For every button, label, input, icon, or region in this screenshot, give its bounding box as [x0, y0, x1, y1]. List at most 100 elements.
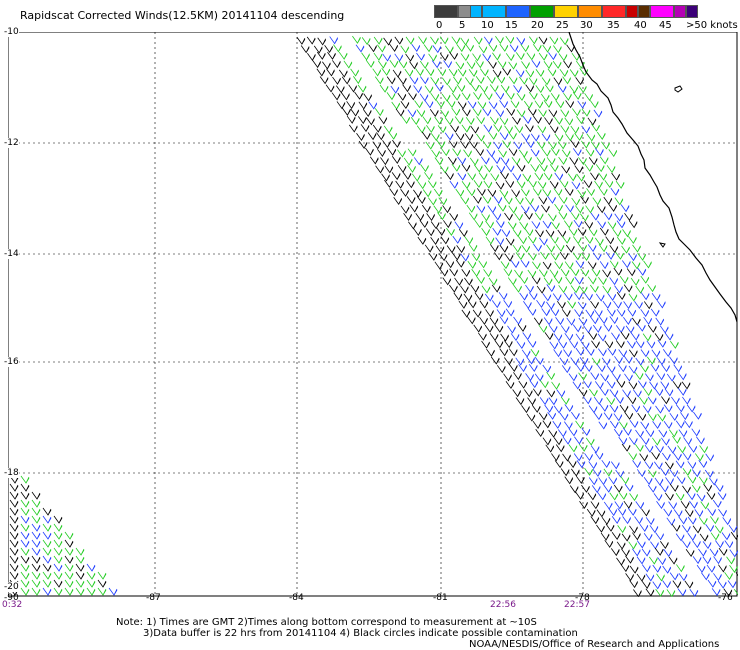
wind-barb — [599, 261, 609, 270]
wind-barb — [465, 117, 475, 126]
wind-barb — [654, 477, 664, 486]
wind-barb — [53, 587, 63, 596]
wind-barb — [430, 92, 440, 101]
wind-barb — [631, 261, 641, 270]
wind-barb — [97, 571, 107, 580]
wind-barb — [568, 428, 578, 437]
wind-barb — [472, 195, 482, 204]
wind-barb — [574, 276, 584, 285]
wind-barb — [391, 155, 401, 164]
wind-barb — [608, 149, 618, 158]
wind-barb — [669, 412, 679, 421]
wind-barb — [662, 580, 671, 589]
wind-barb — [561, 235, 571, 244]
wind-barb — [372, 68, 382, 77]
wind-barb — [587, 244, 597, 253]
wind-barb — [461, 268, 471, 277]
wind-barb — [668, 501, 677, 510]
wind-barb — [546, 301, 555, 310]
wind-barb — [596, 131, 606, 140]
wind-barb — [406, 196, 416, 205]
wind-barb — [518, 380, 528, 389]
wind-barb — [533, 317, 543, 326]
wind-barb — [436, 227, 446, 236]
wind-barb — [405, 53, 414, 62]
wind-barb — [645, 373, 654, 382]
wind-barb — [688, 444, 698, 453]
wind-barb — [516, 109, 526, 118]
wind-barb — [718, 508, 727, 517]
wind-barb — [491, 156, 501, 165]
wind-barb — [584, 163, 594, 172]
wind-barb — [42, 555, 52, 564]
wind-barb — [530, 133, 540, 142]
wind-barb — [515, 252, 525, 261]
wind-barb — [535, 229, 544, 238]
wind-barb — [577, 301, 587, 310]
wind-barb — [584, 221, 593, 230]
wind-barb — [660, 468, 669, 477]
wind-barb — [609, 316, 619, 325]
wind-barb — [548, 397, 558, 406]
wind-barb — [578, 372, 587, 381]
wind-barb — [20, 547, 30, 556]
wind-barb — [687, 461, 697, 470]
wind-barb — [386, 92, 396, 101]
wind-barb — [603, 468, 613, 477]
wind-barb — [451, 36, 461, 45]
wind-barb — [470, 284, 480, 293]
wind-barb — [559, 251, 569, 260]
wind-barb — [642, 333, 652, 342]
wind-barb — [466, 61, 476, 70]
wind-barb — [403, 157, 413, 166]
wind-barb — [384, 165, 394, 174]
wind-barb — [42, 579, 52, 588]
wind-barb — [621, 260, 631, 269]
wind-barb — [534, 212, 544, 221]
wind-barb — [538, 196, 548, 205]
wind-barb — [348, 84, 357, 93]
wind-barb — [676, 564, 685, 573]
wind-barb — [596, 205, 606, 214]
wind-barb — [614, 197, 624, 206]
wind-barb — [31, 515, 41, 524]
wind-barb — [571, 197, 581, 206]
wind-barb — [661, 396, 670, 405]
wind-barb — [544, 117, 553, 126]
wind-barb — [689, 500, 698, 509]
wind-barb — [564, 117, 574, 126]
wind-barb — [507, 325, 516, 334]
wind-barb — [446, 227, 455, 236]
wind-barb — [427, 180, 437, 189]
wind-barb — [362, 109, 372, 118]
wind-barb — [605, 236, 615, 245]
wind-barb — [637, 267, 647, 276]
wind-barb — [525, 373, 534, 382]
wind-barb — [513, 372, 522, 381]
wind-barb — [365, 59, 375, 68]
wind-barb — [472, 309, 482, 318]
wind-barb — [723, 588, 733, 597]
wind-barb — [557, 429, 567, 438]
wind-barb — [9, 563, 19, 572]
wind-barb — [589, 316, 599, 325]
wind-barb — [564, 476, 574, 485]
wind-barb — [504, 253, 514, 262]
wind-barb — [404, 68, 414, 77]
wind-barb — [433, 205, 443, 214]
wind-barb — [565, 133, 574, 142]
wind-barb — [623, 355, 633, 364]
wind-barb — [578, 317, 588, 326]
wind-barb — [504, 357, 513, 366]
wind-barb — [554, 460, 564, 469]
wind-barb — [561, 165, 570, 174]
wind-barb — [495, 181, 505, 190]
wind-barb — [363, 93, 373, 102]
wind-barb — [553, 77, 563, 86]
wind-barb — [532, 420, 542, 429]
wind-barb — [382, 53, 391, 62]
wind-barb — [466, 316, 476, 325]
wind-barb — [516, 341, 526, 350]
wind-barb — [681, 525, 691, 534]
lat-label-14: -14 — [4, 249, 19, 259]
